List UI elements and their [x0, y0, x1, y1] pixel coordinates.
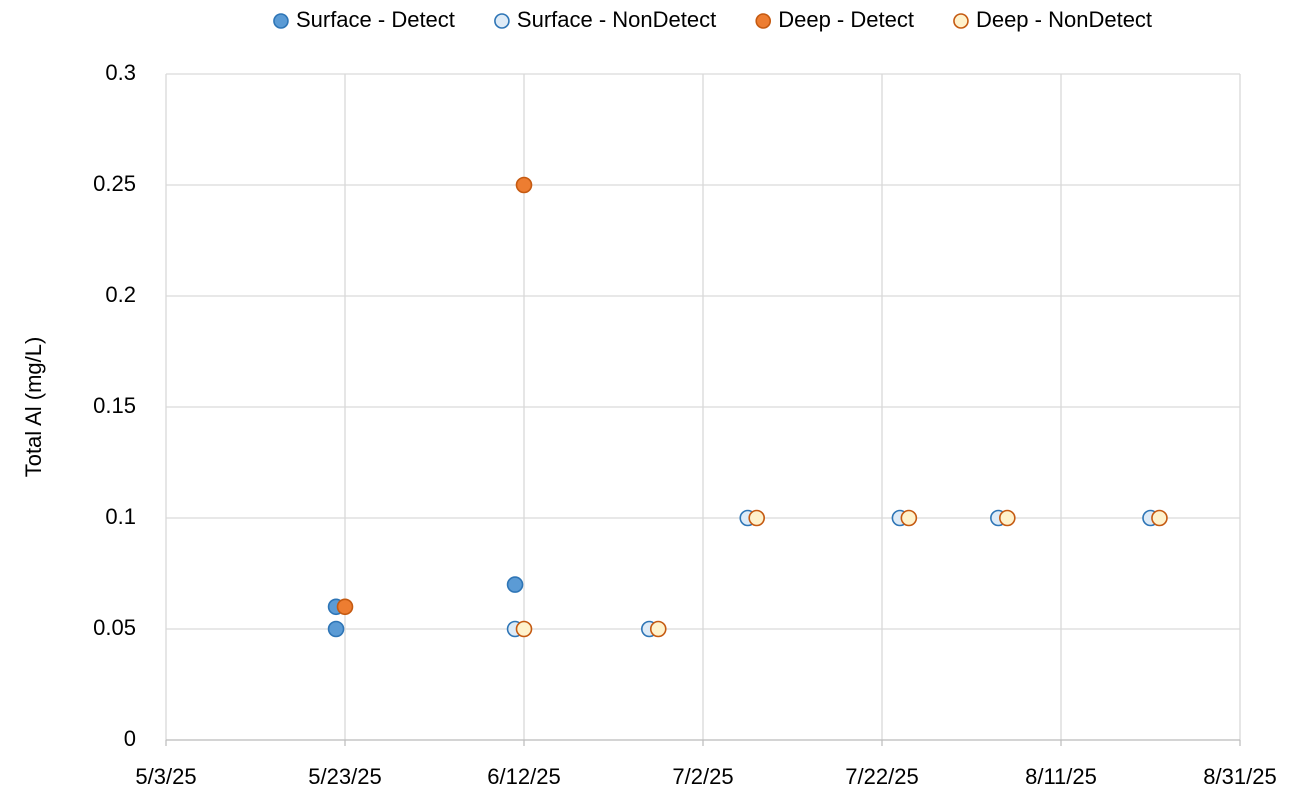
point [506, 576, 524, 593]
point [515, 620, 533, 638]
point [515, 176, 533, 194]
x-tick-label: 8/11/25 [1025, 764, 1097, 789]
x-tick-label: 7/2/25 [672, 764, 733, 789]
legend-label: Surface - Detect [296, 7, 455, 32]
legend-marker [494, 13, 510, 29]
y-tick-label: 0.2 [105, 282, 136, 307]
x-tick-label: 6/12/25 [487, 764, 560, 789]
x-tick-label: 5/3/25 [135, 764, 196, 789]
x-tick-label: 8/31/25 [1203, 764, 1276, 789]
point [998, 509, 1016, 527]
point [748, 509, 766, 527]
x-tick-label: 7/22/25 [845, 764, 918, 789]
legend-marker [755, 13, 772, 29]
point [327, 620, 345, 638]
point [649, 620, 667, 638]
y-tick-label: 0.25 [93, 171, 136, 196]
y-tick-label: 0.15 [93, 393, 136, 418]
point [336, 598, 354, 616]
point [900, 509, 918, 527]
legend-marker [273, 13, 289, 29]
point [1151, 509, 1168, 527]
y-tick-label: 0.05 [93, 615, 136, 640]
y-axis-label: Total Al (mg/L) [21, 337, 46, 478]
y-tick-label: 0 [124, 726, 136, 751]
legend-marker [953, 13, 969, 29]
x-tick-label: 5/23/25 [308, 764, 381, 789]
y-tick-label: 0.3 [105, 60, 136, 85]
legend-label: Surface - NonDetect [517, 7, 716, 32]
legend-label: Deep - Detect [778, 7, 914, 32]
y-tick-label: 0.1 [105, 504, 136, 529]
legend-label: Deep - NonDetect [976, 7, 1152, 32]
